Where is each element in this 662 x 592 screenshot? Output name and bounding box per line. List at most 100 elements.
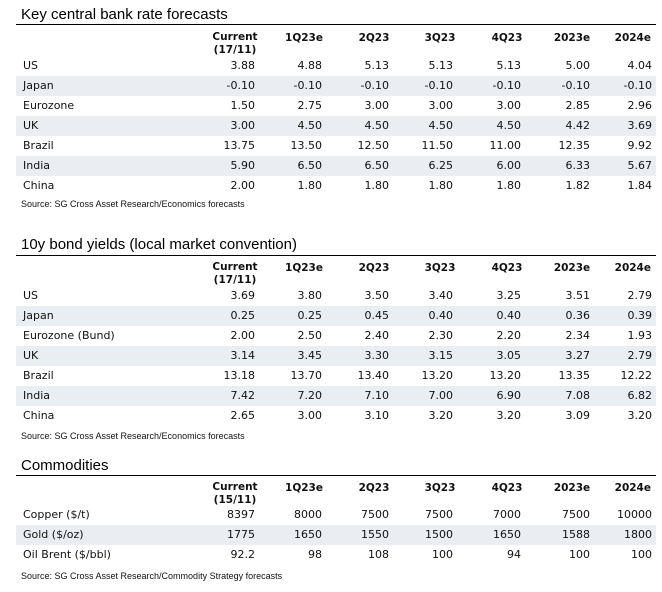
source-note: Source: SG Cross Asset Research/Commodit… [21,571,283,581]
table-cell: 3.10 [364,409,390,422]
table-cell: 2.34 [565,329,591,342]
section-divider [16,255,656,256]
table-cell: 0.25 [230,309,256,322]
table-cell: 13.20 [421,369,454,382]
table-cell: 100 [631,548,652,561]
table-cell: 0.36 [565,309,591,322]
table-cell: 92.2 [230,548,256,561]
column-header: 2Q23 [358,482,390,494]
table-cell: 12.50 [357,139,390,152]
table-cell: 4.50 [364,119,390,132]
table-row: China 2.00 1.80 1.80 1.80 1.80 1.82 1.84 [16,176,656,196]
table-cell: 5.13 [364,59,390,72]
row-label: Eurozone (Bund) [23,329,115,342]
header-current-date: (15/11) [213,494,257,506]
header-current-date: (17/11) [213,44,257,56]
table-cell: 11.00 [489,139,522,152]
table-cell: 3.88 [230,59,256,72]
table-row: US 3.69 3.80 3.50 3.40 3.25 3.51 2.79 [16,286,656,306]
row-label: Copper ($/t) [23,508,90,521]
table-cell: 8000 [294,508,322,521]
table-cell: 13.70 [290,369,323,382]
table-cell: 3.51 [565,289,591,302]
table-cell: 1.80 [496,179,522,192]
table-cell: 1588 [562,528,590,541]
table-cell: 4.42 [565,119,591,132]
table-cell: 7500 [425,508,453,521]
header-current-label: Current [212,261,258,273]
column-header: 1Q23e [285,32,323,44]
table-cell: 3.09 [565,409,591,422]
table-cell: 1650 [294,528,322,541]
table-cell: 0.40 [428,309,454,322]
column-header: 2024e [614,262,651,274]
table-cell: 6.82 [627,389,653,402]
source-note: Source: SG Cross Asset Research/Economic… [21,431,245,441]
table-cell: -0.10 [293,79,322,92]
table-cell: 2.85 [565,99,591,112]
table-cell: 12.22 [620,369,653,382]
table-row: US 3.88 4.88 5.13 5.13 5.13 5.00 4.04 [16,56,656,76]
table-row: Eurozone 1.50 2.75 3.00 3.00 3.00 2.85 2.96 [16,96,656,116]
table-cell: 4.50 [428,119,454,132]
table-cell: 98 [308,548,322,561]
table-cell: 7.00 [428,389,454,402]
table-cell: -0.10 [561,79,590,92]
table-cell: 0.45 [364,309,390,322]
table-cell: 13.75 [223,139,256,152]
table-cell: 6.90 [496,389,522,402]
table-cell: 13.50 [290,139,323,152]
table-cell: 0.25 [297,309,323,322]
table-cell: 5.90 [230,159,256,172]
table-cell: 2.75 [297,99,323,112]
row-label: Japan [23,79,54,92]
row-label: UK [23,349,39,362]
table-row: UK 3.14 3.45 3.30 3.15 3.05 3.27 2.79 [16,346,656,366]
table-cell: 7500 [361,508,389,521]
column-header: 4Q23 [491,482,523,494]
column-header: 2024e [614,482,651,494]
table-row: Japan -0.10 -0.10 -0.10 -0.10 -0.10 -0.10 -0.10 [16,76,656,96]
table-cell: 3.00 [297,409,323,422]
table-cell: 0.39 [627,309,653,322]
table-cell: 3.69 [627,119,653,132]
table-cell: 3.50 [364,289,390,302]
table-cell: 1.82 [565,179,591,192]
table-row: Eurozone (Bund) 2.00 2.50 2.40 2.30 2.20 2.34 1… [16,326,656,346]
table-cell: 2.79 [627,289,653,302]
table-cell: -0.10 [424,79,453,92]
row-label: India [23,389,50,402]
row-label: Oil Brent ($/bbl) [23,548,111,561]
table-cell: 3.40 [428,289,454,302]
table-row: Brazil 13.75 13.50 12.50 11.50 11.00 12.35 9.92 [16,136,656,156]
table-row: Japan 0.25 0.25 0.45 0.40 0.40 0.36 0.39 [16,306,656,326]
table-cell: 13.20 [489,369,522,382]
column-header: 2023e [553,32,591,44]
table-cell: -0.10 [360,79,389,92]
row-label: India [23,159,50,172]
row-label: Japan [23,309,54,322]
column-header: 2023e [553,482,591,494]
column-header: 4Q23 [491,32,523,44]
table-cell: 108 [368,548,389,561]
table-cell: 1650 [493,528,521,541]
table-row: Oil Brent ($/bbl) 92.2 98 108 100 94 100 100 [16,545,656,565]
table-cell: 12.35 [558,139,591,152]
table-cell: 1.80 [364,179,390,192]
table-cell: 4.04 [627,59,653,72]
column-header: 3Q23 [424,482,456,494]
row-label: Brazil [23,139,54,152]
table-cell: 7.42 [230,389,256,402]
table-cell: 2.30 [428,329,454,342]
table-cell: 6.50 [297,159,323,172]
header-current-label: Current [212,31,258,43]
table-cell: 6.33 [565,159,591,172]
table-cell: -0.10 [623,79,652,92]
table-cell: 9.92 [627,139,653,152]
table-cell: 2.20 [496,329,522,342]
row-label: Brazil [23,369,54,382]
table-cell: 1800 [624,528,652,541]
row-label: Gold ($/oz) [23,528,84,541]
section-title: 10y bond yields (local market convention… [21,236,297,253]
table-cell: 4.88 [297,59,323,72]
